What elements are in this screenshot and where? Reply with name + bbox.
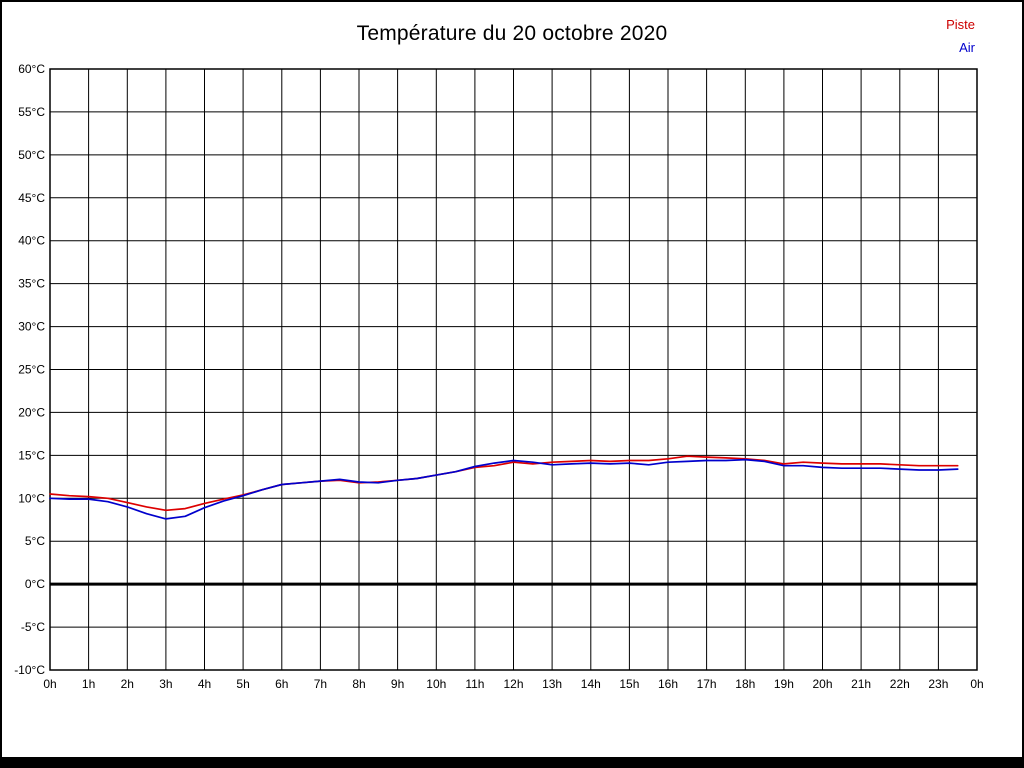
x-axis-tick-label: 6h	[275, 677, 288, 691]
y-axis-tick-label: 25°C	[18, 363, 45, 377]
x-axis-tick-label: 8h	[352, 677, 365, 691]
legend-item-piste: Piste	[946, 17, 975, 32]
x-axis-tick-label: 14h	[581, 677, 601, 691]
y-axis-tick-label: -10°C	[14, 663, 45, 677]
plot-border	[49, 68, 978, 671]
x-axis-tick-label: 10h	[426, 677, 446, 691]
bottom-border-bar	[2, 757, 1022, 766]
x-axis-tick-label: 17h	[697, 677, 717, 691]
series-line-piste	[49, 455, 959, 512]
y-axis-tick-label: 10°C	[18, 491, 45, 505]
x-axis-tick-label: 0h	[43, 677, 56, 691]
x-axis-tick-label: 11h	[465, 677, 484, 691]
x-axis-tick-label: 4h	[198, 677, 211, 691]
x-axis-tick-label: 19h	[774, 677, 794, 691]
y-axis-tick-label: 45°C	[18, 191, 45, 205]
y-axis-tick-label: 60°C	[18, 62, 45, 76]
y-axis-tick-label: 40°C	[18, 234, 45, 248]
x-axis-tick-label: 0h	[970, 677, 983, 691]
x-axis-tick-label: 9h	[391, 677, 404, 691]
y-axis-tick-label: 35°C	[18, 277, 45, 291]
y-axis-tick-label: 5°C	[25, 534, 45, 548]
y-axis-tick-label: 50°C	[18, 148, 45, 162]
x-axis-tick-label: 12h	[503, 677, 523, 691]
chart-legend: Piste Air	[946, 13, 975, 59]
x-axis-tick-label: 3h	[159, 677, 172, 691]
x-axis-tick-label: 13h	[542, 677, 562, 691]
legend-item-air: Air	[959, 40, 975, 55]
y-axis-tick-label: 20°C	[18, 405, 45, 419]
x-axis-tick-label: 2h	[121, 677, 134, 691]
x-axis-tick-label: 15h	[619, 677, 639, 691]
x-axis-tick-label: 16h	[658, 677, 678, 691]
x-axis-tick-label: 21h	[851, 677, 871, 691]
series-line-air	[49, 458, 959, 520]
x-axis-tick-label: 22h	[890, 677, 910, 691]
x-axis-tick-label: 20h	[812, 677, 832, 691]
y-axis-tick-label: 0°C	[25, 577, 45, 591]
x-axis-tick-label: 7h	[314, 677, 327, 691]
chart-title: Température du 20 octobre 2020	[356, 22, 668, 45]
x-axis-tick-label: 18h	[735, 677, 755, 691]
y-axis-tick-label: 30°C	[18, 320, 45, 334]
x-axis-tick-label: 1h	[82, 677, 95, 691]
y-axis-tick-label: 15°C	[18, 448, 45, 462]
x-axis-tick-label: 23h	[928, 677, 948, 691]
y-axis-tick-label: 55°C	[18, 105, 45, 119]
y-axis-tick-label: -5°C	[21, 620, 45, 634]
x-axis-tick-label: 5h	[236, 677, 249, 691]
